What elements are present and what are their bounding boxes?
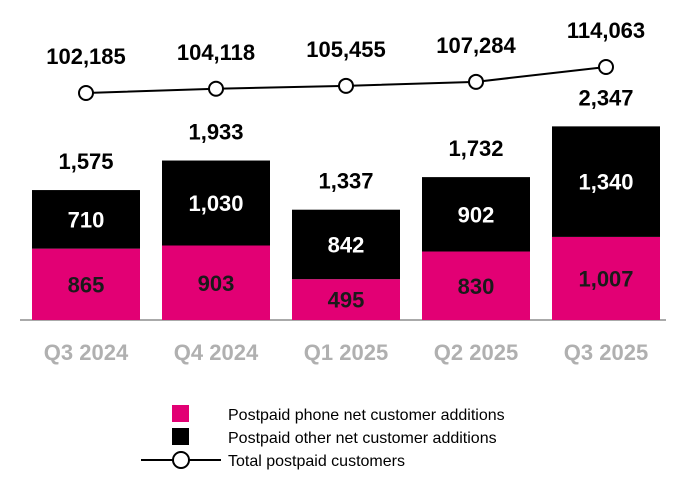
line-point-2 bbox=[338, 77, 354, 94]
bar-label-phone-4: 1,007 bbox=[578, 266, 633, 291]
legend-label-other: Postpaid other net customer additions bbox=[228, 430, 497, 447]
line-label-1: 104,118 bbox=[177, 40, 255, 65]
bar-label-other-4: 1,340 bbox=[578, 170, 633, 195]
bar-label-phone-3: 830 bbox=[458, 274, 495, 299]
bar-label-other-3: 902 bbox=[458, 202, 495, 227]
total-label-4: 2,347 bbox=[578, 85, 633, 110]
legend-label-phone: Postpaid phone net customer additions bbox=[228, 407, 505, 424]
bar-label-other-1: 1,030 bbox=[188, 191, 243, 216]
legend: Postpaid phone net customer additions Po… bbox=[141, 405, 505, 470]
bar-label-other-2: 842 bbox=[328, 232, 365, 257]
line-point-4 bbox=[598, 58, 614, 75]
x-tick-label-1: Q4 2024 bbox=[174, 340, 259, 365]
legend-swatch-phone bbox=[172, 405, 189, 422]
bar-phone-1 bbox=[162, 245, 270, 320]
bar-other-0 bbox=[32, 190, 140, 249]
bar-other-2 bbox=[292, 209, 400, 280]
line-point-1 bbox=[208, 80, 224, 97]
bar-phone-0 bbox=[32, 248, 140, 320]
total-label-3: 1,732 bbox=[448, 136, 503, 161]
total-label-1: 1,933 bbox=[188, 120, 243, 145]
legend-swatch-other bbox=[172, 428, 189, 445]
line-label-2: 105,455 bbox=[306, 37, 386, 62]
total-label-2: 1,337 bbox=[318, 169, 373, 194]
x-tick-label-0: Q3 2024 bbox=[44, 340, 129, 365]
bar-phone-2 bbox=[292, 279, 400, 320]
x-tick-label-4: Q3 2025 bbox=[564, 340, 648, 365]
line-point-0 bbox=[78, 85, 94, 101]
bar-other-3 bbox=[422, 177, 530, 252]
line-label-3: 107,284 bbox=[436, 33, 516, 58]
bar-label-phone-2: 495 bbox=[328, 288, 365, 313]
total-label-0: 1,575 bbox=[58, 149, 113, 174]
legend-marker-total bbox=[172, 451, 190, 469]
bar-other-4 bbox=[552, 126, 660, 237]
line-label-4: 114,063 bbox=[567, 18, 645, 43]
x-tick-label-3: Q2 2025 bbox=[434, 340, 518, 365]
legend-label-total: Total postpaid customers bbox=[228, 453, 405, 470]
line-label-0: 102,185 bbox=[46, 44, 126, 69]
bar-label-phone-0: 865 bbox=[68, 272, 105, 297]
bar-phone-4 bbox=[552, 236, 660, 320]
bar-label-other-0: 710 bbox=[68, 207, 105, 232]
bar-label-phone-1: 903 bbox=[198, 271, 235, 296]
bar-other-1 bbox=[162, 160, 270, 246]
line-point-3 bbox=[468, 73, 484, 90]
x-tick-label-2: Q1 2025 bbox=[304, 340, 388, 365]
bar-phone-3 bbox=[422, 251, 530, 320]
